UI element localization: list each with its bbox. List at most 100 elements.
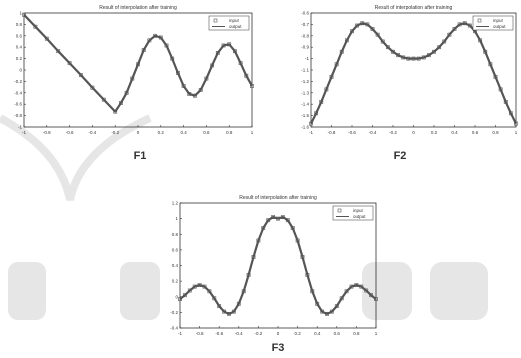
chart-0-xtick-label: 1: [251, 130, 254, 135]
chart-1-xtick-label: 1: [515, 130, 518, 135]
chart-1-ytick-label: -1.6: [301, 125, 309, 130]
chart-1-ytick-label: -1.3: [301, 90, 309, 95]
chart-2-input-point: [359, 284, 364, 289]
chart-0-input-point: [33, 24, 38, 29]
chart-0-legend-input-swatch: [213, 18, 218, 23]
chart-2-legend-input-label: input: [353, 208, 364, 213]
chart-1-input-point: [478, 38, 483, 43]
chart-0-input-point: [187, 92, 192, 96]
chart-1-input-point: [457, 22, 462, 27]
chart-1-input-point: [488, 62, 493, 67]
chart-1-xtick-label: -0.6: [348, 130, 356, 135]
chart-1-input-point: [406, 56, 411, 61]
chart-1-input-point: [380, 39, 385, 44]
chart-2-input-point: [339, 296, 344, 301]
chart-0-input-point: [22, 12, 26, 17]
chart-0-ytick-label: 0: [19, 68, 22, 73]
chart-2-input-point: [374, 297, 378, 301]
chart-1-xtick-label: -0.4: [369, 130, 377, 135]
chart-0-ytick-label: 0.8: [16, 22, 23, 27]
chart-0-input-point: [44, 36, 49, 41]
chart-2-legend-output-label: output: [353, 214, 366, 219]
chart-1-input-point: [503, 100, 508, 104]
chart-1-xtick-label: 0.4: [451, 130, 458, 135]
chart-2-xtick-label: 0.6: [334, 331, 341, 336]
chart-0-input-point: [227, 42, 232, 47]
chart-0-xtick-label: -0.4: [89, 130, 97, 135]
chart-1-input-point: [498, 87, 503, 92]
chart-0-ytick-label: -0.6: [14, 102, 22, 107]
chart-2-xtick-label: -1: [178, 331, 182, 336]
chart-1-input-point: [344, 38, 349, 43]
chart-0-series-output: [23, 13, 253, 113]
chart-1-input-point: [360, 21, 365, 26]
chart-2-ytick-label: 1: [175, 216, 178, 221]
chart-2-input-point: [261, 226, 266, 230]
chart-0-xtick-label: 0.2: [158, 130, 165, 135]
chart-2-input-point: [197, 283, 202, 287]
chart-0-ytick-label: -0.4: [14, 90, 22, 95]
chart-2-input-point: [246, 272, 251, 277]
chart-1-input-point: [334, 62, 339, 67]
chart-1-input-point: [309, 121, 313, 126]
chart-1-input-point: [432, 49, 436, 54]
chart-2-ytick-label: 0.2: [172, 279, 179, 284]
chart-0-input-point: [130, 76, 135, 81]
chart-2-input-point: [280, 215, 285, 219]
chart-2-input-point: [187, 288, 192, 293]
chart-1-input-point: [483, 49, 488, 54]
chart-0-input-point: [250, 84, 254, 88]
caption-f2: F2: [393, 150, 407, 162]
chart-2-input-point: [232, 309, 236, 314]
chart-2-input-point: [354, 283, 359, 287]
chart-2-input-point: [364, 288, 369, 293]
chart-0-input-point: [147, 38, 152, 43]
chart-0-title: Result of interpolation after training: [99, 5, 177, 11]
chart-2-ytick-label: 0.6: [172, 247, 179, 252]
chart-1-legend-output-label: output: [493, 24, 506, 29]
chart-0-input-point: [101, 97, 106, 102]
chart-1-input-point: [319, 100, 324, 104]
chart-2-input-point: [290, 226, 295, 230]
chart-1-input-point: [442, 39, 447, 44]
chart-0-xtick-label: 0.6: [203, 130, 210, 135]
chart-2-input-point: [295, 238, 300, 243]
chart-1-input-point: [339, 49, 344, 54]
chart-2-input-point: [315, 301, 320, 306]
chart-1-input-point: [350, 29, 354, 34]
chart-1-input-point: [355, 23, 360, 28]
chart-1-input-point: [493, 74, 498, 79]
chart-1-input-point: [329, 74, 334, 79]
chart-0-input-point: [141, 48, 146, 52]
chart-1-ytick-label: -1.1: [301, 68, 309, 73]
chart-2-input-point: [300, 255, 305, 259]
chart-2-xtick-label: -0.2: [255, 331, 263, 336]
chart-0-xtick-label: 0.8: [226, 130, 233, 135]
chart-2-ytick-label: 1.2: [172, 201, 179, 206]
chart-1-input-point: [370, 27, 375, 31]
chart-1-input-point: [426, 53, 431, 58]
chart-2-xtick-label: -0.8: [196, 331, 204, 336]
chart-0-input-point: [56, 49, 61, 54]
chart-0-input-point: [79, 73, 83, 78]
chart-1-input-point: [437, 45, 442, 50]
chart-0-input-point: [119, 101, 123, 105]
chart-1-input-point: [462, 21, 467, 26]
chart-1-legend-input-swatch: [477, 18, 482, 23]
chart-2-input-point: [325, 312, 329, 316]
chart-0-input-point: [221, 43, 226, 48]
chart-0-ytick-label: 0.4: [16, 45, 23, 50]
chart-2-xtick-label: 0: [277, 331, 280, 336]
chart-2-input-point: [251, 255, 256, 259]
chart-2-input-point: [320, 309, 325, 314]
chart-1-ytick-label: -1.5: [301, 113, 309, 118]
chart-0-input-point: [136, 62, 140, 67]
chart-2-input-point: [276, 216, 280, 221]
chart-2-xtick-label: -0.6: [215, 331, 223, 336]
chart-0-input-point: [233, 49, 237, 54]
chart-0-input-point: [198, 88, 203, 92]
chart-2-series-output: [179, 215, 377, 316]
chart-0-legend-output-label: output: [229, 24, 242, 29]
chart-1-input-point: [467, 23, 472, 28]
